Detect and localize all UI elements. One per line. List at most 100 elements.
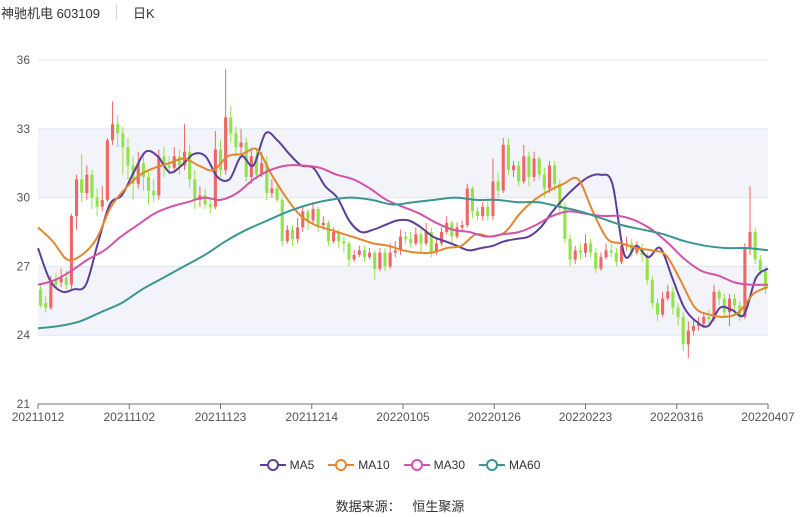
candle-body (275, 188, 279, 200)
candle (85, 165, 89, 200)
candle-body (393, 250, 397, 253)
candle-body (265, 163, 269, 194)
candle (599, 252, 603, 271)
candle (105, 137, 109, 203)
ma30-line (37, 164, 769, 286)
candle-body (661, 298, 665, 315)
candle-body (676, 307, 680, 317)
candle-body (681, 316, 685, 345)
x-tick-label: 20211012 (12, 410, 65, 424)
candle-body (748, 232, 752, 249)
candle (409, 232, 413, 249)
candle (290, 225, 295, 246)
candle (594, 248, 598, 274)
candle (681, 312, 685, 352)
candle-body (717, 291, 721, 299)
candle (733, 293, 737, 310)
candle-body (203, 195, 207, 205)
candle-body (553, 165, 557, 184)
candle (470, 186, 474, 219)
candle (722, 293, 726, 317)
candle-body (146, 176, 151, 191)
legend-label: MA30 (433, 458, 466, 472)
candle (373, 250, 377, 281)
candle-body (290, 229, 295, 239)
legend-item-ma30[interactable]: MA30 (403, 458, 466, 472)
candle-body (306, 211, 310, 221)
candle (517, 160, 521, 187)
candle-body (609, 250, 613, 253)
candle (280, 197, 284, 246)
candle-body (496, 181, 500, 191)
candle-body (712, 291, 716, 320)
candle-body (517, 165, 521, 182)
candle-body (213, 149, 217, 207)
candle (419, 229, 423, 253)
legend-item-ma60[interactable]: MA60 (479, 458, 540, 472)
candle (553, 160, 557, 191)
candle (362, 245, 366, 262)
candle-body (152, 190, 156, 196)
legend-item-ma10[interactable]: MA10 (328, 458, 390, 472)
candle (686, 321, 690, 359)
candle (285, 225, 289, 244)
candle (193, 170, 197, 210)
candle (424, 222, 428, 246)
candle (301, 206, 305, 232)
candle-body (506, 144, 510, 171)
candle-body (80, 179, 84, 194)
x-tick-label: 20220105 (376, 410, 430, 424)
period-tab-daily-k[interactable]: 日K (133, 5, 155, 21)
candle-body (157, 156, 161, 196)
candle-body (59, 277, 63, 283)
candle (691, 319, 695, 336)
candle-body (357, 250, 361, 255)
candle-body (568, 238, 572, 260)
candle (717, 289, 721, 306)
candle (676, 303, 680, 327)
candle-body (727, 298, 731, 313)
candle-body (167, 165, 171, 168)
candle (95, 188, 99, 216)
ma10-line (37, 147, 769, 318)
candle (203, 188, 207, 210)
candle-body (532, 158, 536, 177)
candle-body (522, 156, 526, 182)
candle-body (368, 252, 372, 258)
candle (383, 248, 387, 271)
candle-body (722, 298, 726, 313)
candle-body (311, 209, 315, 221)
candle-body (332, 232, 336, 242)
candle (357, 245, 361, 258)
candle-body (111, 124, 115, 141)
candle-body (362, 250, 366, 258)
candle-body (527, 156, 531, 177)
candle-body (604, 250, 608, 258)
candle (506, 137, 510, 175)
candle-body (501, 144, 505, 191)
candle (583, 234, 588, 258)
candle-body (645, 254, 649, 281)
candle (80, 154, 84, 203)
candle (44, 296, 48, 313)
candle (342, 236, 346, 253)
candle-body (476, 211, 480, 216)
candle-body (234, 133, 238, 148)
candle-body (260, 163, 264, 175)
candle-body (342, 241, 346, 244)
candle-body (383, 252, 387, 267)
candle (625, 236, 629, 251)
y-tick-label: 27 (17, 259, 31, 273)
candle-body (69, 215, 73, 285)
candle (491, 158, 495, 221)
candle (100, 186, 104, 212)
candle-body (635, 248, 639, 253)
candle-body (54, 280, 58, 285)
background-band (38, 266, 768, 336)
candle (661, 291, 665, 317)
candle (630, 238, 634, 258)
legend-item-ma5[interactable]: MA5 (259, 458, 314, 472)
candle (666, 284, 670, 301)
candle-body (64, 277, 68, 285)
candle (254, 149, 259, 180)
